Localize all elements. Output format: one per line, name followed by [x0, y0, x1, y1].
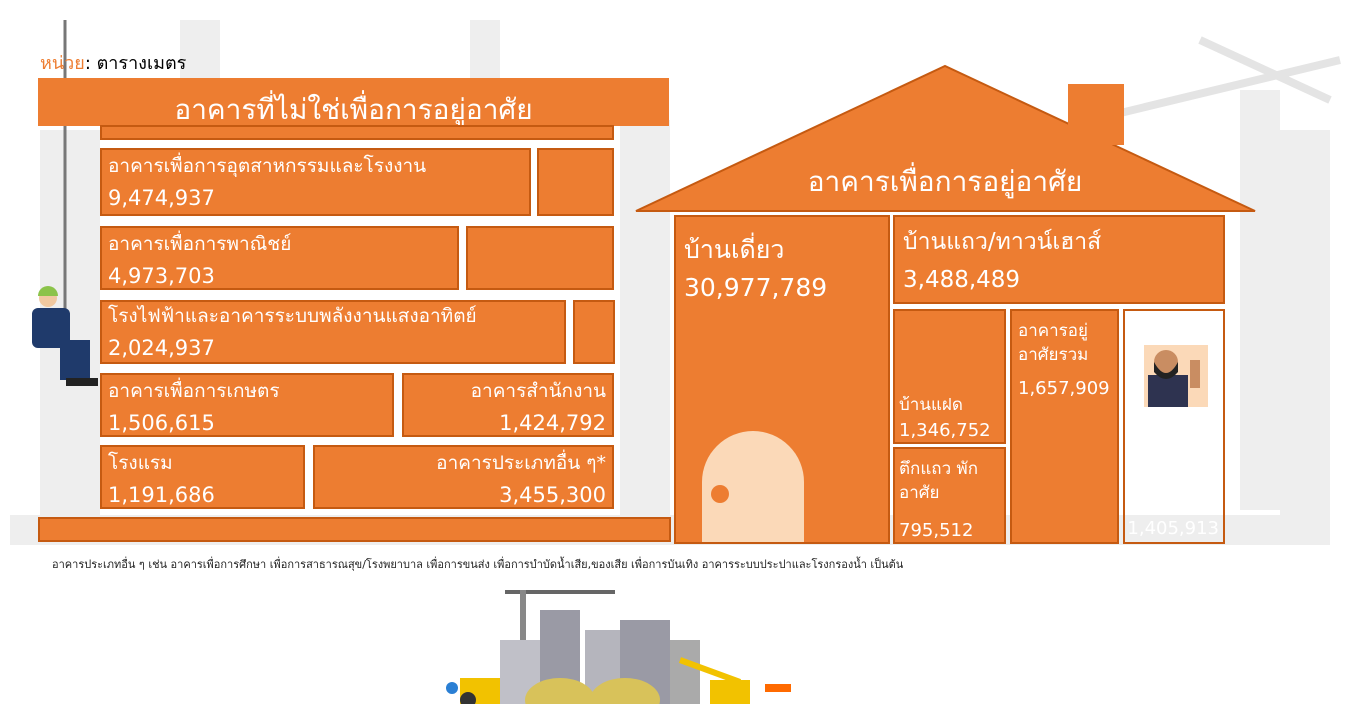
- residential-title: อาคารเพื่อการอยู่อาศัย: [700, 160, 1190, 204]
- category-box: อาคารชุด 1,405,913: [1123, 309, 1225, 544]
- category-value: 1,346,752: [899, 419, 991, 443]
- category-label: อาคารเพื่อการพาณิชย์: [108, 232, 291, 256]
- category-box: ตึกแถว พักอาศัย 795,512: [893, 447, 1006, 544]
- category-label: บ้านแถว/ทาวน์เฮาส์: [903, 229, 1101, 255]
- category-value: 9,474,937: [108, 185, 215, 211]
- category-box: อาคารประเภทอื่น ๆ* 3,455,300: [313, 445, 614, 509]
- category-box: โรงแรม 1,191,686: [100, 445, 305, 509]
- category-box: อาคารอยู่ อาศัยรวม 1,657,909: [1010, 309, 1119, 544]
- chimney: [1068, 84, 1124, 145]
- strip: [100, 125, 614, 140]
- category-box: บ้านแถว/ทาวน์เฮาส์ 3,488,489: [893, 215, 1225, 304]
- category-box: บ้านเดี่ยว 30,977,789: [674, 215, 890, 544]
- category-label: อาคารอยู่ อาศัยรวม: [1018, 319, 1098, 367]
- category-value: 1,191,686: [108, 482, 215, 508]
- category-value: 795,512: [899, 519, 973, 543]
- infographic: หน่วย: ตารางเมตร อาคารที่ไม่ใช่เพื่อการอ…: [0, 0, 1352, 704]
- filler-box: [537, 148, 614, 216]
- category-value: 1,657,909: [1018, 377, 1110, 401]
- category-box: อาคารสำนักงาน 1,424,792: [402, 373, 614, 437]
- unit-label: หน่วย: [40, 53, 85, 74]
- unit-line: หน่วย: ตารางเมตร: [40, 48, 186, 77]
- category-value: 30,977,789: [684, 275, 827, 301]
- category-value: 1,506,615: [108, 410, 215, 436]
- category-label: บ้านแฝด: [899, 393, 963, 417]
- category-value: 3,455,300: [499, 482, 606, 508]
- category-box: บ้านแฝด 1,346,752: [893, 309, 1006, 444]
- category-value: 2,024,937: [108, 335, 215, 361]
- category-label: โรงแรม: [108, 451, 173, 475]
- category-label: ตึกแถว พักอาศัย: [899, 457, 979, 505]
- filler-box: [573, 300, 615, 364]
- category-box: อาคารเพื่อการพาณิชย์ 4,973,703: [100, 226, 459, 290]
- construction-illustration: [446, 590, 791, 704]
- category-box: โรงไฟฟ้าและอาคารระบบพลังงานแสงอาทิตย์ 2,…: [100, 300, 566, 364]
- category-value: 1,424,792: [499, 410, 606, 436]
- category-box: อาคารเพื่อการอุตสาหกรรมและโรงงาน 9,474,9…: [100, 148, 531, 216]
- category-label: อาคารเพื่อการเกษตร: [108, 379, 280, 403]
- category-box: อาคารเพื่อการเกษตร 1,506,615: [100, 373, 394, 437]
- category-label: อาคารเพื่อการอุตสาหกรรมและโรงงาน: [108, 154, 426, 178]
- category-label: อาคารชุด: [1147, 491, 1219, 515]
- category-label: บ้านเดี่ยว: [684, 237, 784, 263]
- footnote: อาคารประเภทอื่น ๆ เช่น อาคารเพื่อการศึกษ…: [52, 555, 903, 573]
- unit-value: : ตารางเมตร: [85, 53, 187, 74]
- category-label: อาคารสำนักงาน: [471, 379, 606, 403]
- filler-box: [466, 226, 614, 290]
- category-label: โรงไฟฟ้าและอาคารระบบพลังงานแสงอาทิตย์: [108, 304, 477, 328]
- category-value: 3,488,489: [903, 267, 1020, 293]
- category-value: 4,973,703: [108, 263, 215, 289]
- strip: [38, 517, 671, 542]
- category-label: อาคารประเภทอื่น ๆ*: [436, 451, 606, 475]
- door: [698, 422, 808, 542]
- category-value: 1,405,913: [1127, 517, 1219, 541]
